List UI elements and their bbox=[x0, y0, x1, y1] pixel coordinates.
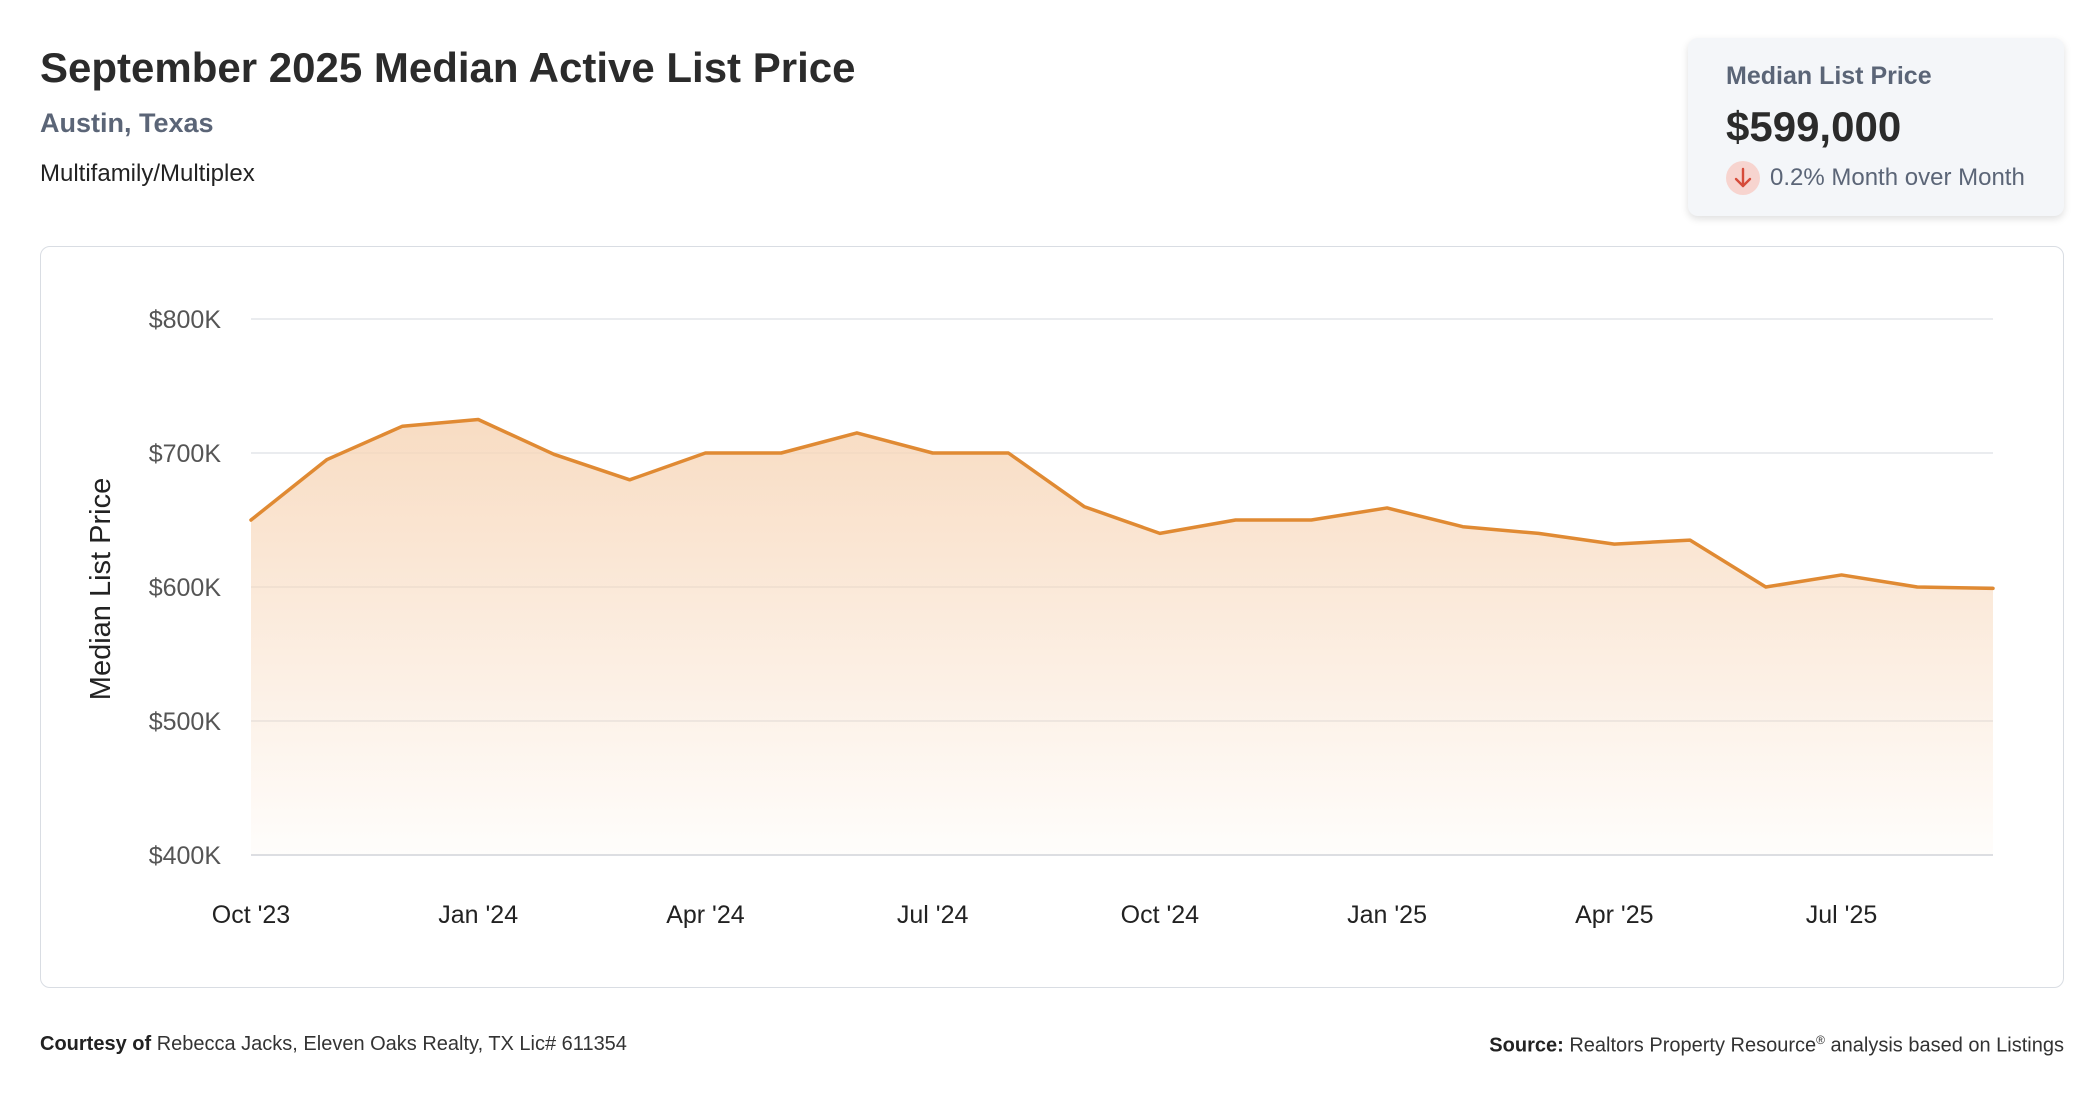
data-point bbox=[1990, 585, 1996, 591]
registered-mark: ® bbox=[1816, 1033, 1825, 1047]
x-tick-label: Jan '25 bbox=[1347, 901, 1427, 929]
y-tick-label: $700K bbox=[149, 440, 222, 468]
data-point bbox=[399, 423, 405, 429]
x-tick-label: Oct '24 bbox=[1121, 901, 1200, 929]
chart-container: $400K $500K $600K $700K $800K Oct '23 Jan '24… bbox=[40, 246, 2064, 988]
x-tick-label: Apr '24 bbox=[666, 901, 745, 929]
data-point bbox=[551, 451, 557, 457]
x-tick-label: Apr '25 bbox=[1575, 901, 1653, 929]
data-point bbox=[324, 457, 330, 463]
x-tick-label: Jan '24 bbox=[438, 901, 518, 929]
price-area-chart: $400K $500K $600K $700K $800K Oct '23 Jan '24… bbox=[85, 306, 1996, 929]
data-point bbox=[1460, 524, 1466, 530]
x-tick-label: Jul '24 bbox=[897, 901, 969, 929]
data-point bbox=[1914, 584, 1920, 590]
data-point bbox=[1687, 537, 1693, 543]
y-tick-label: $600K bbox=[149, 574, 222, 602]
stat-change: 0.2% Month over Month bbox=[1726, 161, 2064, 195]
data-point bbox=[930, 450, 936, 456]
courtesy-text: Rebecca Jacks, Eleven Oaks Realty, TX Li… bbox=[156, 1033, 627, 1055]
data-point bbox=[475, 417, 481, 423]
data-point bbox=[1763, 584, 1769, 590]
area-fill bbox=[251, 419, 1993, 855]
data-point bbox=[1005, 450, 1011, 456]
data-point bbox=[627, 477, 633, 483]
x-tick-label: Oct '23 bbox=[212, 901, 290, 929]
courtesy-label: Courtesy of bbox=[40, 1033, 152, 1055]
data-point bbox=[1536, 530, 1542, 536]
source-text: Realtors Property Resource bbox=[1569, 1034, 1817, 1057]
location-subtitle: Austin, Texas bbox=[40, 108, 214, 138]
source-text-suffix: analysis based on Listings bbox=[1824, 1034, 2065, 1057]
source-label: Source: bbox=[1489, 1034, 1564, 1057]
data-point bbox=[1233, 517, 1239, 523]
stat-value: $599,000 bbox=[1726, 103, 1902, 150]
data-point bbox=[778, 450, 784, 456]
x-tick-label: Jul '25 bbox=[1806, 901, 1877, 929]
data-point bbox=[1384, 505, 1390, 511]
source-footer: Source: Realtors Property Resource® anal… bbox=[1489, 1033, 2064, 1058]
arrow-down-icon bbox=[1726, 161, 1760, 195]
data-point bbox=[248, 517, 254, 523]
median-price-card: Median List Price $599,000 0.2% Month ov… bbox=[1688, 38, 2064, 216]
data-point bbox=[1157, 530, 1163, 536]
data-point bbox=[702, 450, 708, 456]
stat-label: Median List Price bbox=[1726, 62, 1932, 90]
y-axis-label: Median List Price bbox=[85, 478, 117, 700]
data-point bbox=[1839, 572, 1845, 578]
y-tick-label: $500K bbox=[149, 708, 222, 736]
property-type-label: Multifamily/Multiplex bbox=[40, 160, 255, 187]
stat-change-text: 0.2% Month over Month bbox=[1770, 164, 2025, 191]
data-point bbox=[1081, 504, 1087, 510]
page-title: September 2025 Median Active List Price bbox=[40, 44, 856, 91]
y-tick-label: $400K bbox=[149, 842, 222, 870]
data-point bbox=[854, 430, 860, 436]
data-point bbox=[1611, 541, 1617, 547]
data-point bbox=[1308, 517, 1314, 523]
series-line bbox=[249, 417, 1995, 591]
courtesy-footer: Courtesy of Rebecca Jacks, Eleven Oaks R… bbox=[40, 1033, 627, 1056]
y-tick-label: $800K bbox=[149, 306, 222, 334]
